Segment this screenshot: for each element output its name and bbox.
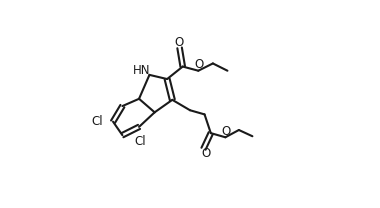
Text: Cl: Cl	[134, 135, 146, 147]
Text: O: O	[201, 147, 211, 160]
Text: HN: HN	[133, 64, 150, 77]
Text: Cl: Cl	[92, 115, 103, 128]
Text: O: O	[222, 125, 231, 137]
Text: O: O	[194, 58, 204, 71]
Text: O: O	[174, 36, 183, 48]
